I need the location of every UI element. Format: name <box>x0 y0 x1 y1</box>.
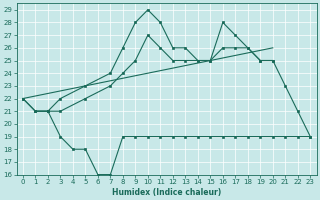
X-axis label: Humidex (Indice chaleur): Humidex (Indice chaleur) <box>112 188 221 197</box>
